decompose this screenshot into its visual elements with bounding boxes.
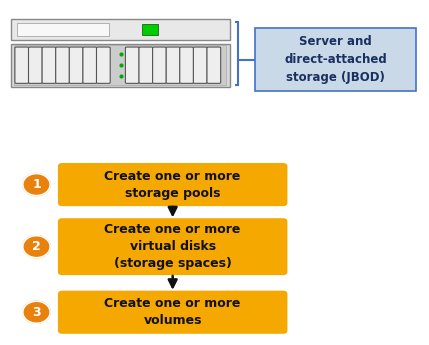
FancyBboxPatch shape — [153, 47, 166, 83]
FancyBboxPatch shape — [11, 44, 230, 87]
FancyBboxPatch shape — [142, 24, 158, 34]
FancyBboxPatch shape — [69, 47, 83, 83]
FancyBboxPatch shape — [83, 47, 97, 83]
FancyBboxPatch shape — [58, 163, 287, 206]
FancyBboxPatch shape — [193, 47, 207, 83]
Text: Create one or more
virtual disks
(storage spaces): Create one or more virtual disks (storag… — [105, 223, 241, 270]
Text: 2: 2 — [32, 240, 41, 253]
FancyBboxPatch shape — [255, 28, 416, 91]
FancyBboxPatch shape — [17, 23, 109, 36]
Circle shape — [23, 174, 50, 196]
FancyBboxPatch shape — [11, 19, 230, 40]
Text: Server and
direct-attached
storage (JBOD): Server and direct-attached storage (JBOD… — [284, 35, 387, 84]
FancyBboxPatch shape — [166, 47, 180, 83]
Text: Create one or more
storage pools: Create one or more storage pools — [105, 170, 241, 199]
Circle shape — [23, 236, 50, 258]
FancyBboxPatch shape — [58, 218, 287, 275]
FancyBboxPatch shape — [42, 47, 56, 83]
FancyBboxPatch shape — [207, 47, 221, 83]
FancyBboxPatch shape — [125, 47, 139, 83]
FancyBboxPatch shape — [180, 47, 193, 83]
FancyBboxPatch shape — [58, 290, 287, 334]
FancyBboxPatch shape — [14, 45, 226, 85]
FancyBboxPatch shape — [139, 47, 153, 83]
Text: 3: 3 — [32, 306, 41, 319]
Circle shape — [23, 301, 50, 323]
FancyBboxPatch shape — [56, 47, 69, 83]
FancyBboxPatch shape — [15, 47, 29, 83]
Text: 1: 1 — [32, 178, 41, 191]
Text: Create one or more
volumes: Create one or more volumes — [105, 297, 241, 327]
FancyBboxPatch shape — [97, 47, 110, 83]
FancyBboxPatch shape — [28, 47, 42, 83]
